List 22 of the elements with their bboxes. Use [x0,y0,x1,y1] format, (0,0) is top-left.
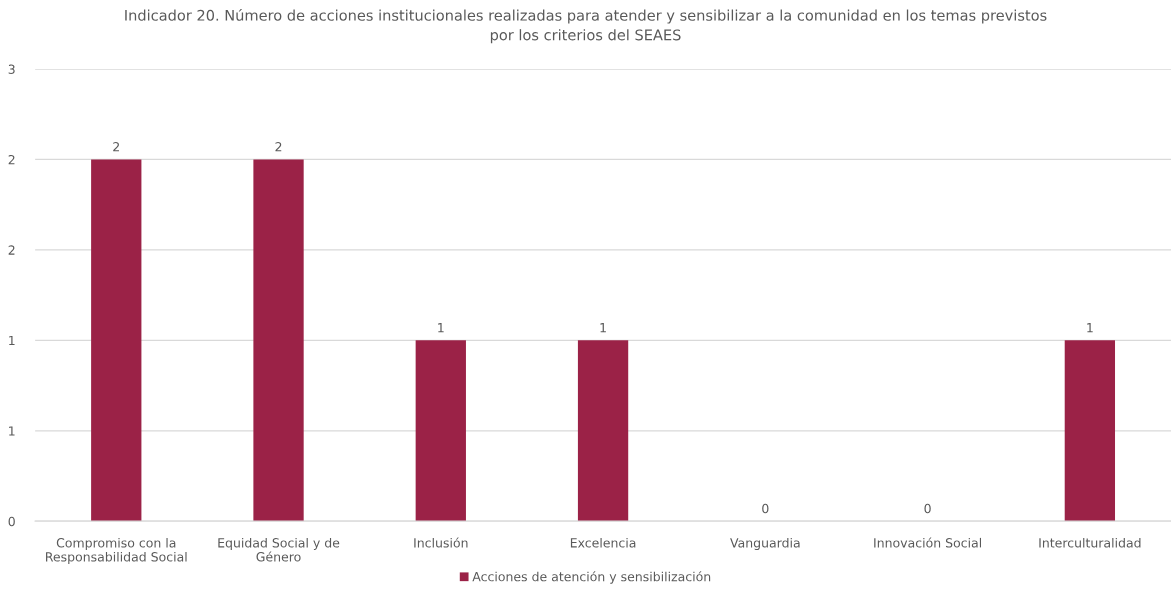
y-tick-label: 1 [9,335,15,346]
data-label: 1 [438,323,444,333]
data-label: 2 [113,142,119,152]
legend-label: Acciones de atención y sensibilización [472,571,711,584]
y-tick-label: 2 [8,245,15,255]
x-tick-label: Interculturalidad [1039,537,1141,548]
x-tick-label: Equidad Social y de Género [218,537,340,562]
y-tick-label: 2 [8,154,15,165]
x-tick-label: Compromiso con la Responsabilidad Social [46,537,187,564]
x-tick-label: Vanguardia [730,537,800,550]
data-label: 1 [1087,323,1093,333]
data-label: 2 [275,142,282,152]
y-tick-label: 3 [8,64,15,74]
x-tick-label: Innovación Social [874,537,982,548]
x-tick-label: Excelencia [570,537,636,548]
x-tick-label: Inclusión [414,537,468,548]
y-tick-label: 1 [9,426,15,436]
chart-title: Indicador 20. Número de acciones institucionales realizadas para atender y sensibilizar a la comunidad en los temas previstos por los criterios del SEAES [125,8,1047,44]
data-label: 0 [924,503,931,514]
data-label: 0 [762,503,769,514]
y-tick-label: 0 [8,516,15,527]
data-label: 1 [600,323,606,333]
